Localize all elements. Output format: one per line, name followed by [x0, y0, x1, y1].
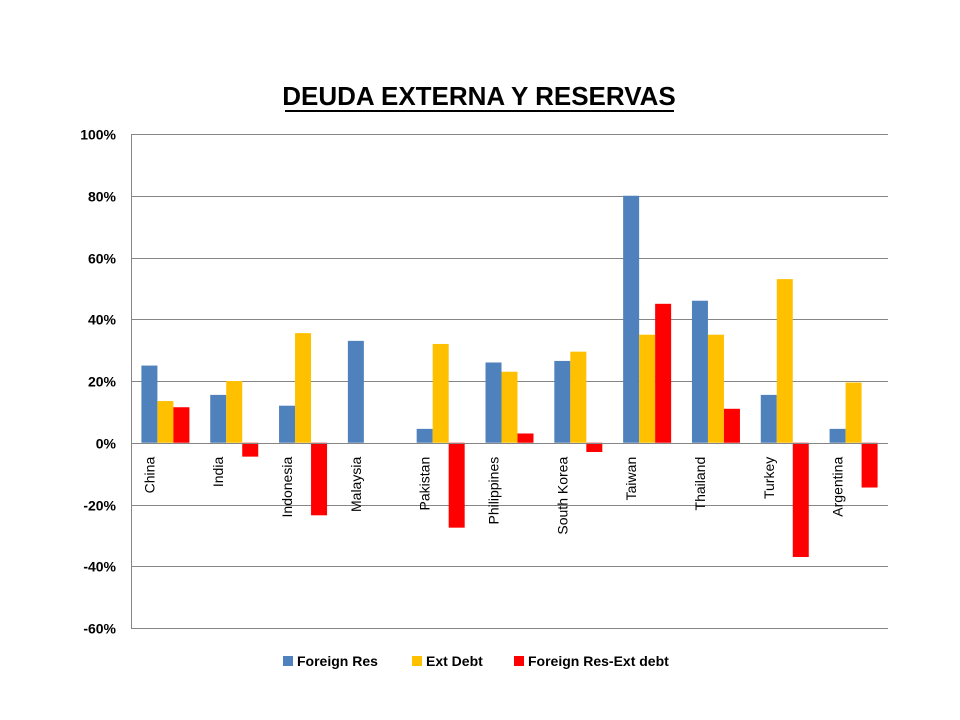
- bar-foreign-res-ext-debt-argentina: [861, 442, 878, 488]
- x-category-label: Philippines: [486, 457, 502, 525]
- bar-foreign-res-ext-debt-south-korea: [586, 442, 603, 453]
- bar-foreign-res-ext-debt-china: [173, 407, 190, 443]
- bar-foreign-res-south-korea: [554, 360, 571, 443]
- legend-label: Ext Debt: [426, 653, 483, 669]
- x-category-label: Turkey: [761, 457, 777, 499]
- y-axis-tick-labels: 100% 80% 60% 40% 20% 0% -20% -40% -60%: [80, 127, 116, 637]
- y-tick-label: 20%: [88, 374, 117, 390]
- legend-swatch: [514, 656, 524, 666]
- bar-foreign-res-taiwan: [623, 195, 640, 443]
- x-category-label: India: [210, 457, 226, 488]
- bar-foreign-res-turkey: [760, 394, 777, 443]
- y-tick-label: -60%: [83, 621, 116, 637]
- legend-label: Foreign Res: [297, 653, 378, 669]
- bar-foreign-res-malaysia: [347, 340, 364, 443]
- bar-ext-debt-turkey: [776, 279, 793, 443]
- legend-swatch: [283, 656, 293, 666]
- bar-series: [141, 195, 878, 557]
- bar-ext-debt-indonesia: [295, 333, 312, 443]
- y-tick-label: 0%: [96, 436, 117, 452]
- x-category-label: Malaysia: [348, 457, 364, 512]
- bar-foreign-res-argentina: [829, 428, 846, 443]
- y-tick-label: 40%: [88, 312, 117, 328]
- bar-foreign-res-pakistan: [416, 428, 433, 443]
- y-tick-label: -20%: [83, 498, 116, 514]
- x-category-label: China: [141, 457, 157, 494]
- x-category-label: Argentina: [830, 457, 846, 517]
- legend-swatch: [412, 656, 422, 666]
- legend-label: Foreign Res-Ext debt: [528, 653, 669, 669]
- bar-foreign-res-ext-debt-taiwan: [655, 303, 672, 443]
- axes: [131, 134, 888, 628]
- x-axis-category-labels: China India Indonesia Malaysia Pakistan Phili…: [141, 457, 845, 535]
- bar-foreign-res-ext-debt-thailand: [723, 408, 740, 443]
- bar-foreign-res-indonesia: [279, 405, 296, 443]
- bar-foreign-res-ext-debt-turkey: [792, 442, 809, 557]
- bar-foreign-res-ext-debt-philippines: [517, 433, 534, 443]
- y-tick-label: 100%: [80, 127, 116, 143]
- x-category-label: Thailand: [692, 457, 708, 511]
- chart-title: DEUDA EXTERNA Y RESERVAS: [282, 81, 675, 111]
- bar-ext-debt-india: [226, 381, 243, 443]
- bar-ext-debt-argentina: [845, 382, 862, 443]
- bar-foreign-res-india: [210, 394, 227, 443]
- bar-foreign-res-philippines: [485, 362, 502, 443]
- y-tick-label: 80%: [88, 189, 117, 205]
- bar-foreign-res-thailand: [691, 300, 708, 443]
- legend: Foreign Res Ext Debt Foreign Res-Ext debt: [283, 653, 669, 669]
- bar-ext-debt-philippines: [501, 371, 518, 443]
- bar-ext-debt-taiwan: [639, 334, 656, 443]
- y-tick-label: 60%: [88, 251, 117, 267]
- y-tick-label: -40%: [83, 559, 116, 575]
- bar-foreign-res-china: [141, 365, 158, 443]
- bar-ext-debt-thailand: [707, 334, 724, 443]
- x-category-label: Indonesia: [279, 457, 295, 518]
- bar-ext-debt-pakistan: [432, 343, 449, 443]
- bar-ext-debt-china: [157, 401, 174, 443]
- x-category-label: Pakistan: [417, 457, 433, 511]
- bar-foreign-res-ext-debt-indonesia: [311, 442, 328, 516]
- bar-foreign-res-ext-debt-india: [242, 442, 259, 457]
- bar-ext-debt-south-korea: [570, 351, 587, 443]
- x-category-label: South Korea: [554, 457, 570, 535]
- bar-foreign-res-ext-debt-pakistan: [448, 442, 465, 528]
- x-category-label: Taiwan: [623, 457, 639, 501]
